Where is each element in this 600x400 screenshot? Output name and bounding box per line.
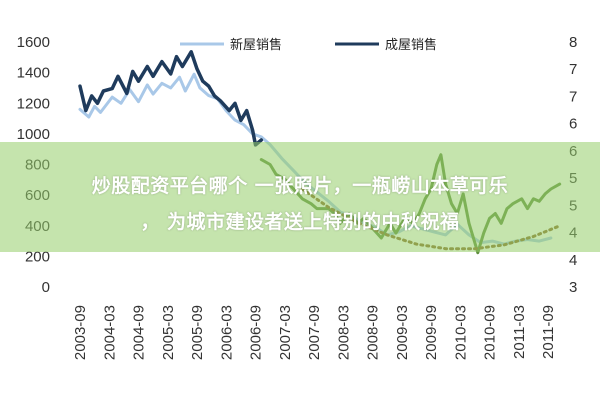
right-y-tick-label: 8 xyxy=(569,34,577,51)
right-y-tick-label: 7 xyxy=(569,61,577,78)
overlay-banner xyxy=(0,142,600,252)
x-axis: 2003-09 2004-03 2004-09 2005-03 2005-09 2006-… xyxy=(72,305,557,360)
series-line-existing-home-sales xyxy=(78,50,264,147)
x-tick-label: 2004-09 xyxy=(131,305,148,360)
left-y-tick-label: 1000 xyxy=(17,126,50,143)
x-tick-label: 2006-09 xyxy=(248,305,265,360)
x-tick-label: 2008-09 xyxy=(365,305,382,360)
left-y-tick-label: 1600 xyxy=(17,34,50,51)
x-tick-label: 2010-09 xyxy=(482,305,499,360)
x-tick-label: 2005-09 xyxy=(189,305,206,360)
overlay-text-line-1: 炒股配资平台哪个 一张照片，一瓶崂山本草可乐 xyxy=(91,175,509,197)
x-tick-label: 2009-03 xyxy=(394,305,411,360)
right-y-tick-label: 3 xyxy=(569,279,577,296)
legend-label: 新屋销售 xyxy=(230,37,282,53)
legend-label: 成屋销售 xyxy=(385,37,437,53)
x-tick-label: 2007-03 xyxy=(277,305,294,360)
x-tick-label: 2011-09 xyxy=(540,305,557,359)
x-tick-label: 2011-03 xyxy=(511,305,528,359)
left-y-tick-label: 1200 xyxy=(17,95,50,112)
right-y-tick-label: 4 xyxy=(569,252,577,269)
overlay-text-line-2: ， 为城市建设者送上特别的中秋祝福 xyxy=(140,211,460,233)
x-tick-label: 2003-09 xyxy=(72,305,89,360)
x-tick-label: 2005-03 xyxy=(160,305,177,360)
x-tick-label: 2009-09 xyxy=(423,305,440,360)
x-tick-label: 2007-09 xyxy=(306,305,323,360)
left-y-tick-label: 0 xyxy=(42,279,50,296)
legend: 新屋销售 成屋销售 xyxy=(180,37,437,53)
x-tick-label: 2008-03 xyxy=(335,305,352,360)
left-y-tick-label: 200 xyxy=(25,248,50,265)
x-tick-label: 2006-03 xyxy=(218,305,235,360)
right-y-tick-label: 7 xyxy=(569,88,577,105)
x-tick-label: 2010-03 xyxy=(452,305,469,360)
right-y-tick-label: 6 xyxy=(569,116,577,133)
left-y-tick-label: 1400 xyxy=(17,65,50,82)
x-tick-label: 2004-03 xyxy=(101,305,118,360)
